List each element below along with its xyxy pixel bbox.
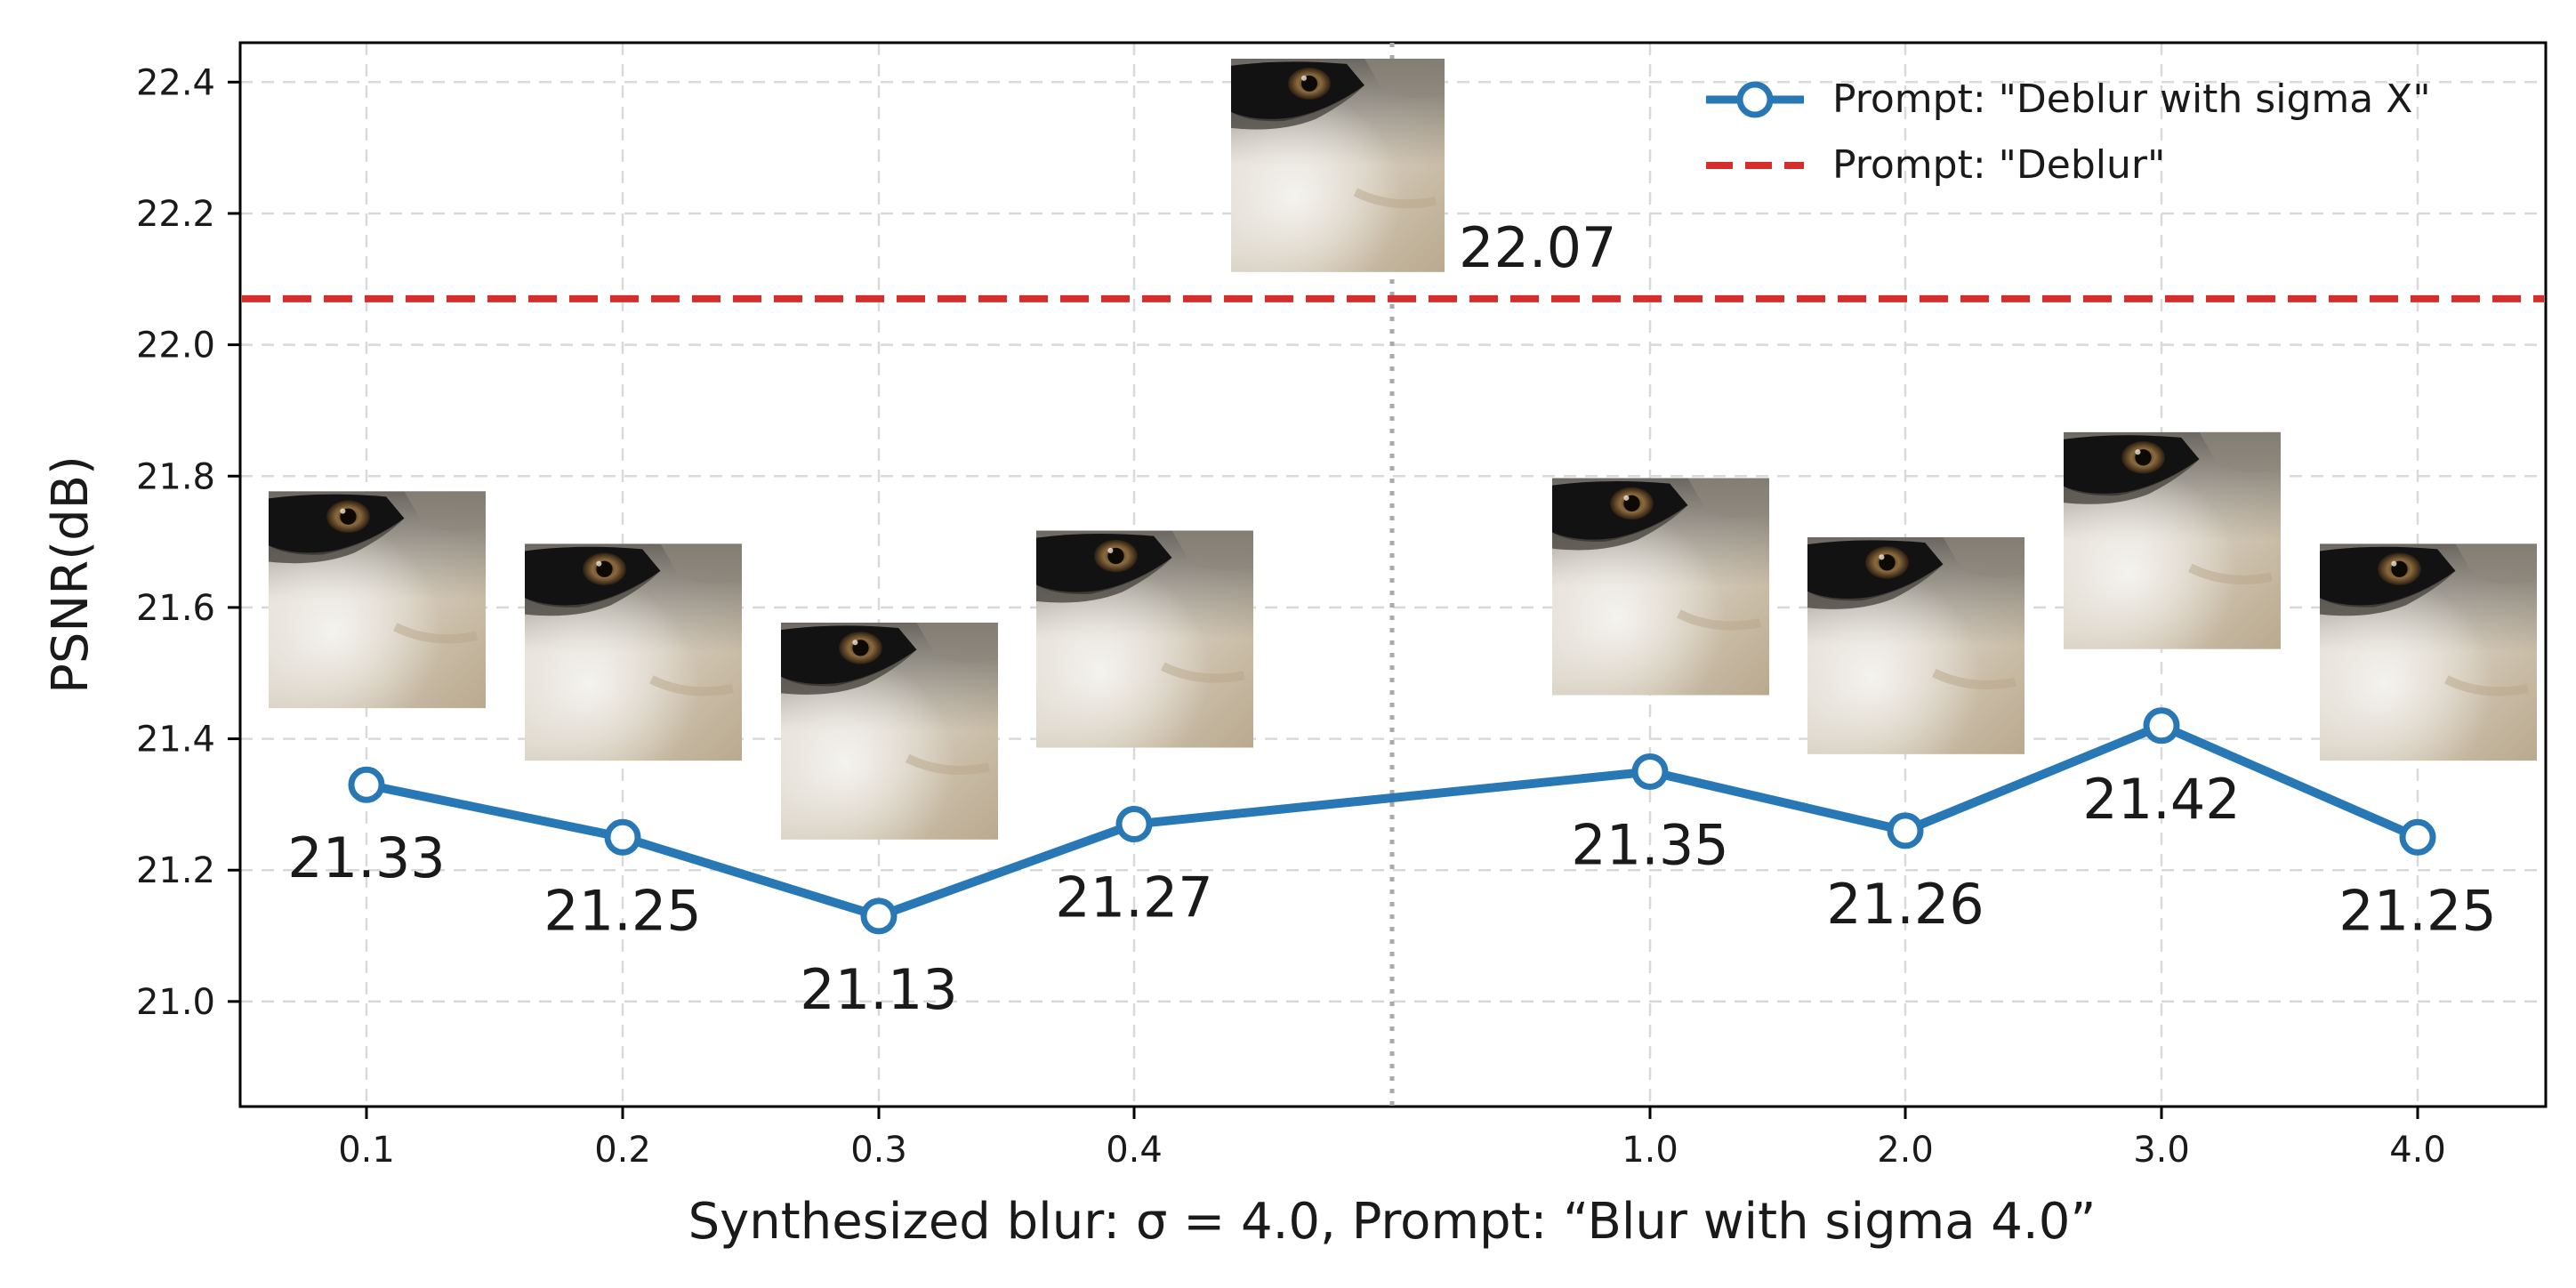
x-tick-label-7: 4.0 <box>2389 1130 2446 1171</box>
y-tick-label-3: 21.6 <box>136 588 215 629</box>
thumbnail-1 <box>525 543 742 761</box>
thumbnail-2 <box>781 623 998 840</box>
thumbnail-5 <box>1807 537 2025 754</box>
thumbnail-baseline <box>1231 59 1445 272</box>
data-label-0: 21.33 <box>287 825 446 890</box>
data-point-7 <box>2399 818 2436 856</box>
data-label-6: 21.42 <box>2082 767 2241 832</box>
x-tick-label-0: 0.1 <box>338 1130 395 1171</box>
series-line <box>365 720 2419 921</box>
thumbnail-0 <box>269 491 486 708</box>
legend-entry-sigma: Prompt: "Deblur with sigma X" <box>1832 76 2431 122</box>
thumbnail-6 <box>2064 432 2281 649</box>
data-label-1: 21.25 <box>543 878 702 943</box>
y-axis-label: PSNR(dB) <box>42 455 100 694</box>
data-point-0 <box>348 766 385 803</box>
x-tick-label-5: 2.0 <box>1877 1130 1934 1171</box>
x-tick-label-3: 0.4 <box>1106 1130 1163 1171</box>
legend-marker-sigma <box>1736 81 1774 118</box>
y-tick-label-6: 22.2 <box>136 194 215 235</box>
data-point-3 <box>1115 806 1153 843</box>
y-axis-ticks: 21.0 21.2 21.4 21.6 21.8 22.0 22.2 22.4 <box>136 62 240 1023</box>
thumbnail-4 <box>1552 478 1769 695</box>
legend: Prompt: "Deblur with sigma X" Prompt: "D… <box>1706 76 2431 188</box>
x-tick-label-6: 3.0 <box>2133 1130 2190 1171</box>
data-label-5: 21.26 <box>1826 872 1984 937</box>
y-tick-label-7: 22.4 <box>136 62 215 103</box>
data-point-4 <box>1631 753 1669 790</box>
data-label-7: 21.25 <box>2339 878 2497 943</box>
x-tick-label-1: 0.2 <box>594 1130 651 1171</box>
x-axis-label: Synthesized blur: σ = 4.0, Prompt: “Blur… <box>688 1193 2097 1251</box>
legend-entry-deblur: Prompt: "Deblur" <box>1832 142 2165 188</box>
data-point-2 <box>860 898 898 935</box>
y-tick-label-0: 21.0 <box>136 982 215 1023</box>
data-label-4: 21.35 <box>1571 812 1729 877</box>
y-tick-label-1: 21.2 <box>136 850 215 891</box>
series-deblur-with-sigma <box>348 707 2436 935</box>
thumbnail-7 <box>2320 543 2537 761</box>
baseline-label: 22.07 <box>1459 215 1617 280</box>
x-tick-label-2: 0.3 <box>850 1130 907 1171</box>
thumbnail-images <box>269 59 2537 840</box>
thumbnail-3 <box>1036 531 1253 748</box>
data-label-3: 21.27 <box>1055 865 1213 930</box>
data-point-1 <box>604 818 641 856</box>
y-tick-label-4: 21.8 <box>136 456 215 497</box>
data-point-5 <box>1887 812 1924 849</box>
x-tick-label-4: 1.0 <box>1622 1130 1678 1171</box>
y-tick-label-2: 21.4 <box>136 720 215 761</box>
data-labels: 21.33 21.25 21.13 21.27 21.35 21.26 21.42 21.25… <box>287 215 2497 1022</box>
x-axis-ticks: 0.1 0.2 0.3 0.4 1.0 2.0 3.0 4.0 <box>338 1107 2446 1171</box>
data-label-2: 21.13 <box>800 957 958 1022</box>
y-tick-label-5: 22.0 <box>136 326 215 366</box>
data-point-6 <box>2143 707 2180 745</box>
